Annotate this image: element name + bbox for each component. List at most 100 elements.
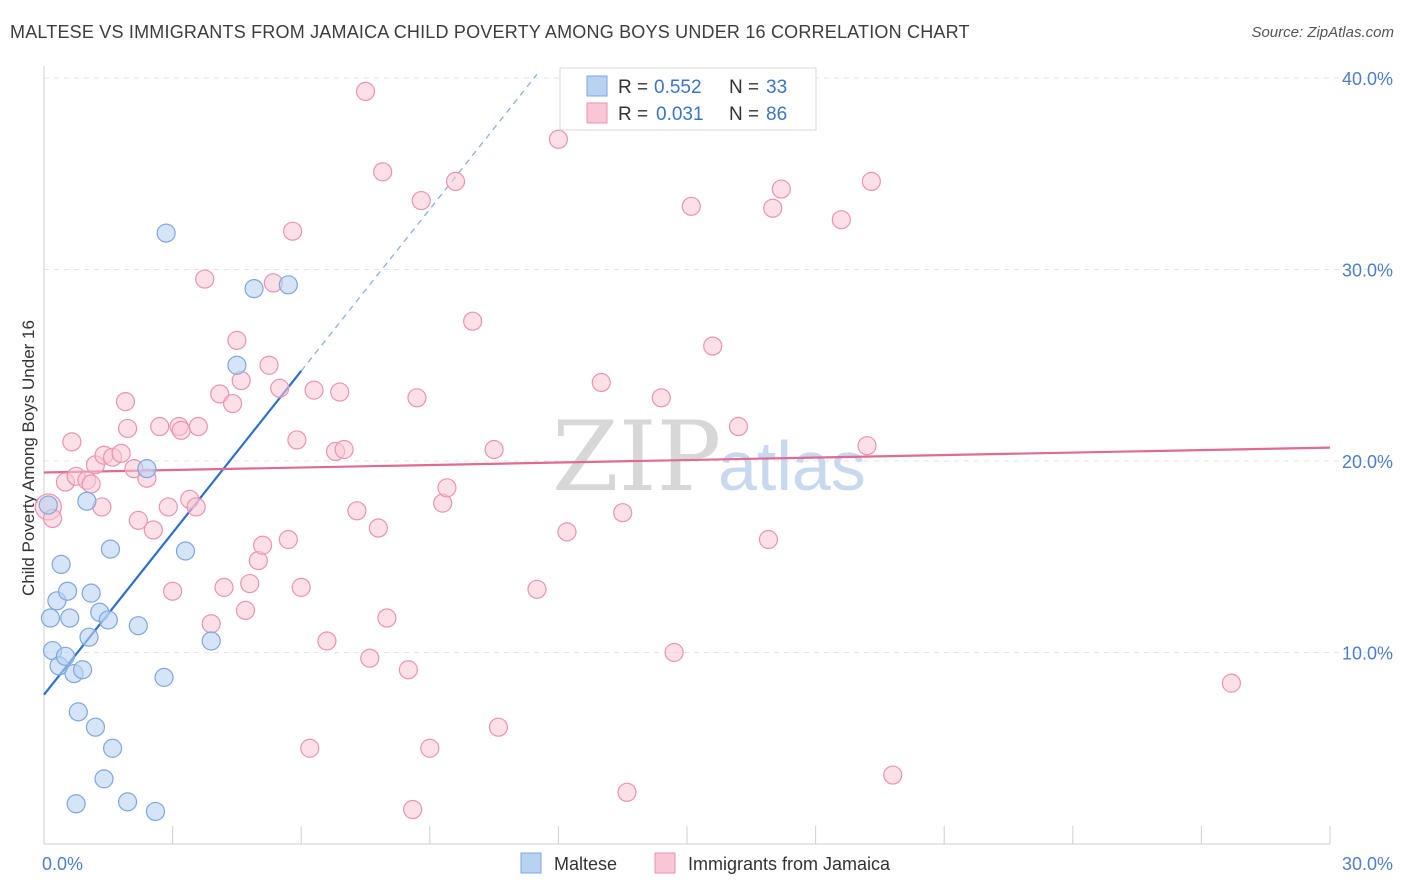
point-jamaica-80 (771, 179, 791, 199)
point-jamaica-50 (347, 501, 367, 521)
point-maltese-8 (60, 608, 80, 628)
point-maltese-13 (81, 583, 101, 603)
point-maltese-5 (51, 554, 71, 575)
point-maltese-0 (38, 495, 58, 515)
point-jamaica-45 (304, 380, 324, 400)
point-jamaica-11 (111, 443, 131, 463)
point-maltese-23 (137, 459, 157, 479)
point-jamaica-37 (259, 355, 279, 375)
point-maltese-24 (145, 801, 166, 822)
point-maltese-20 (66, 794, 86, 814)
x-tick-label-0: 0.0% (42, 854, 83, 874)
point-maltese-26 (156, 223, 176, 243)
point-jamaica-60 (420, 738, 440, 758)
point-maltese-32 (77, 491, 97, 511)
point-jamaica-59 (411, 190, 431, 211)
point-jamaica-31 (227, 330, 247, 350)
point-jamaica-82 (857, 436, 877, 456)
point-maltese-1 (40, 608, 61, 628)
point-jamaica-18 (150, 416, 170, 437)
point-jamaica-26 (195, 269, 215, 289)
chart-title: MALTESE VS IMMIGRANTS FROM JAMAICA CHILD… (10, 22, 970, 42)
legend: R = 0.552 N = 33 R = 0.031 N = 86 (559, 67, 817, 131)
point-jamaica-28 (210, 384, 230, 404)
point-jamaica-83 (861, 171, 881, 192)
legend-r-label-jamaica: R = (618, 104, 648, 125)
point-jamaica-41 (283, 221, 303, 241)
bottom-legend-maltese: Maltese (554, 854, 617, 874)
y-tick-label-3: 40.0% (1342, 69, 1393, 89)
point-maltese-15 (98, 610, 118, 630)
point-jamaica-40 (278, 529, 298, 550)
point-jamaica-73 (651, 388, 671, 408)
point-maltese-31 (278, 275, 298, 295)
y-tick-label-0: 10.0% (1342, 644, 1393, 664)
point-jamaica-39 (270, 378, 290, 398)
point-jamaica-75 (681, 196, 701, 216)
y-tick-label-2: 30.0% (1342, 261, 1393, 281)
bottom-legend-swatch-jamaica (654, 852, 676, 874)
point-jamaica-55 (377, 608, 397, 628)
point-jamaica-34 (240, 573, 260, 594)
legend-n-value-jamaica: 86 (766, 104, 787, 125)
point-jamaica-79 (763, 198, 783, 218)
point-jamaica-20 (163, 581, 183, 601)
watermark: ZIP atlas (552, 401, 866, 513)
point-maltese-10 (68, 702, 88, 722)
point-maltese-19 (85, 717, 106, 737)
point-jamaica-84 (883, 765, 903, 785)
point-jamaica-62 (437, 478, 457, 498)
point-jamaica-36 (253, 535, 273, 555)
point-jamaica-78 (758, 529, 779, 550)
point-jamaica-30 (223, 393, 243, 414)
legend-r-value-jamaica: 0.031 (656, 104, 704, 125)
point-jamaica-46 (317, 631, 337, 651)
point-jamaica-15 (128, 510, 148, 530)
bottom-legend-jamaica: Immigrants from Jamaica (688, 854, 891, 874)
point-jamaica-58 (407, 388, 427, 408)
point-jamaica-33 (235, 600, 256, 620)
point-jamaica-53 (368, 518, 388, 538)
point-jamaica-6 (81, 474, 101, 494)
watermark-atlas: atlas (718, 427, 866, 505)
point-jamaica-67 (527, 579, 547, 599)
point-jamaica-68 (548, 129, 569, 149)
point-jamaica-48 (330, 382, 350, 402)
point-jamaica-52 (360, 648, 380, 668)
point-maltese-7 (57, 581, 78, 601)
point-jamaica-19 (158, 497, 178, 517)
point-maltese-16 (100, 539, 121, 559)
point-jamaica-13 (117, 418, 138, 439)
point-jamaica-51 (355, 81, 376, 102)
trend-line-jamaica (43, 446, 1331, 474)
point-maltese-25 (154, 667, 174, 687)
legend-n-label-jamaica: N = (729, 104, 759, 125)
point-maltese-21 (117, 792, 138, 812)
point-maltese-27 (175, 541, 196, 561)
point-maltese-18 (94, 769, 114, 789)
point-jamaica-25 (188, 416, 208, 437)
watermark-zip: ZIP (552, 401, 721, 513)
point-jamaica-77 (728, 416, 749, 437)
point-jamaica-69 (557, 522, 577, 542)
trend-line-maltese-extension (300, 73, 538, 372)
bottom-legend-swatch-maltese (520, 852, 542, 874)
point-jamaica-43 (291, 577, 311, 597)
point-jamaica-72 (617, 782, 637, 802)
legend-swatch-maltese (586, 75, 608, 97)
point-jamaica-85 (1221, 673, 1242, 693)
point-jamaica-17 (143, 520, 163, 540)
point-jamaica-63 (445, 171, 466, 192)
point-jamaica-66 (488, 717, 508, 737)
legend-r-value-maltese: 0.552 (654, 77, 702, 98)
point-jamaica-54 (373, 162, 393, 182)
point-jamaica-49 (334, 439, 354, 460)
point-jamaica-22 (171, 420, 191, 440)
point-jamaica-64 (463, 311, 483, 331)
point-jamaica-65 (484, 439, 504, 460)
point-jamaica-71 (613, 503, 633, 523)
point-jamaica-70 (591, 372, 611, 393)
point-jamaica-81 (831, 210, 851, 230)
point-maltese-22 (128, 616, 148, 636)
